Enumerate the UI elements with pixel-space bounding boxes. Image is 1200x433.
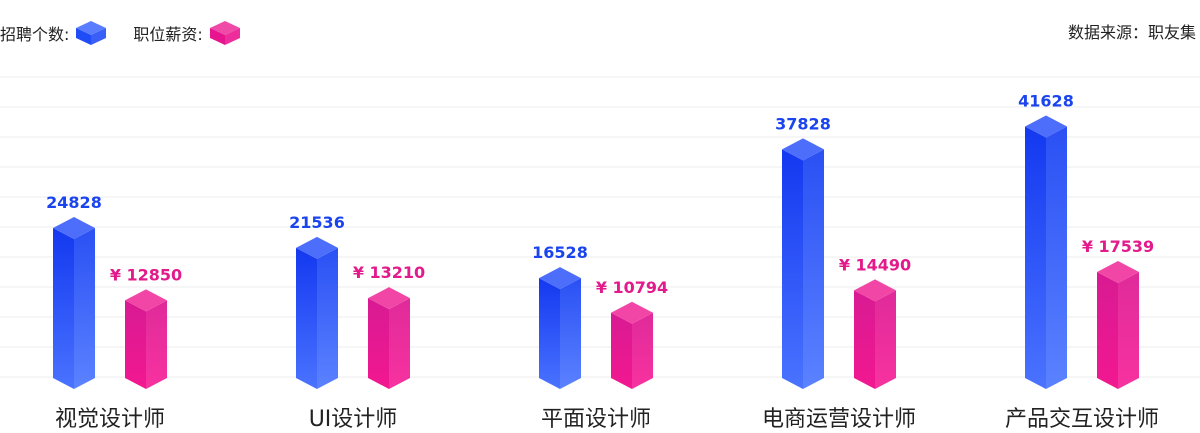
grid-lines bbox=[0, 76, 1200, 378]
bar-count bbox=[296, 236, 338, 389]
bar-salary bbox=[611, 301, 653, 389]
legend-item-count: 招聘个数: bbox=[0, 20, 107, 46]
bar-salary bbox=[368, 287, 410, 389]
bar-count bbox=[1025, 115, 1067, 390]
bar-salary bbox=[854, 279, 896, 389]
value-label-count: 16528 bbox=[532, 243, 588, 262]
value-label-count: 24828 bbox=[46, 193, 102, 212]
cube-pink-icon bbox=[209, 21, 240, 45]
legend-item-salary: 职位薪资: bbox=[133, 20, 240, 46]
value-label-salary: ¥ 10794 bbox=[596, 278, 668, 297]
category-label: 电商运营设计师 bbox=[762, 407, 916, 432]
value-label-count: 41628 bbox=[1018, 91, 1074, 110]
value-label-count: 37828 bbox=[775, 114, 831, 133]
category-label: 视觉设计师 bbox=[55, 407, 165, 432]
category-label: 平面设计师 bbox=[541, 407, 651, 432]
value-label-salary: ¥ 14490 bbox=[839, 255, 911, 274]
value-label-count: 21536 bbox=[289, 213, 345, 232]
bar-salary bbox=[125, 289, 167, 389]
cube-blue-icon bbox=[76, 21, 107, 45]
bar-count bbox=[782, 138, 824, 389]
bar-count bbox=[53, 216, 95, 389]
category-label: 产品交互设计师 bbox=[1005, 407, 1159, 432]
bar-count bbox=[539, 267, 581, 389]
labels: 24828 ¥ 12850 视觉设计师 21536 ¥ 13210 UI设计师 16528 ¥… bbox=[46, 91, 1159, 432]
legend-count-label: 招聘个数: bbox=[0, 25, 70, 44]
legend: 招聘个数: 职位薪资: bbox=[0, 20, 267, 46]
legend-salary-label: 职位薪资: bbox=[133, 25, 203, 44]
bar-salary bbox=[1097, 261, 1139, 389]
data-source: 数据来源：职友集 bbox=[1067, 23, 1196, 42]
value-label-salary: ¥ 13210 bbox=[353, 263, 425, 282]
bars bbox=[53, 115, 1139, 390]
value-label-salary: ¥ 17539 bbox=[1082, 237, 1154, 256]
value-label-salary: ¥ 12850 bbox=[110, 265, 182, 284]
category-label: UI设计师 bbox=[309, 407, 398, 432]
